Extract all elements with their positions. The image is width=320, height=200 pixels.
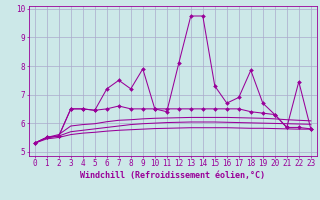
X-axis label: Windchill (Refroidissement éolien,°C): Windchill (Refroidissement éolien,°C) — [80, 171, 265, 180]
